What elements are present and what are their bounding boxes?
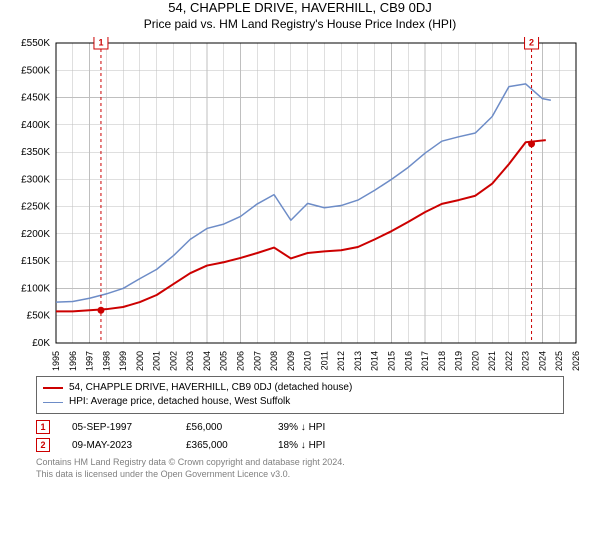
svg-text:£550K: £550K [21,38,50,49]
svg-text:£400K: £400K [21,120,50,131]
marker-date: 05-SEP-1997 [72,422,164,433]
marker-row: 1 05-SEP-1997 £56,000 39% ↓ HPI [36,420,564,434]
data-credit: Contains HM Land Registry data © Crown c… [36,456,564,480]
svg-text:£350K: £350K [21,147,50,158]
svg-text:£0K: £0K [32,338,50,349]
svg-text:2016: 2016 [403,351,413,371]
credit-line-2: This data is licensed under the Open Gov… [36,468,564,480]
svg-text:1: 1 [98,38,103,48]
svg-text:2015: 2015 [386,351,396,371]
svg-text:2023: 2023 [521,351,531,371]
svg-text:2005: 2005 [219,351,229,371]
svg-text:1999: 1999 [118,351,128,371]
marker-price: £56,000 [186,422,256,433]
svg-text:£100K: £100K [21,283,50,294]
marker-pct: 18% ↓ HPI [278,440,325,451]
svg-text:1995: 1995 [51,351,61,371]
legend-row: HPI: Average price, detached house, West… [43,395,557,409]
svg-text:2017: 2017 [420,351,430,371]
legend-swatch [43,402,63,403]
svg-text:2000: 2000 [135,351,145,371]
svg-text:2025: 2025 [554,351,564,371]
chart-area: £0K £50K £100K £150K £200K £250K £300K £350K £40… [12,37,588,372]
svg-text:£50K: £50K [27,311,51,322]
marker-price: £365,000 [186,440,256,451]
legend: 54, CHAPPLE DRIVE, HAVERHILL, CB9 0DJ (d… [36,376,564,414]
svg-text:2: 2 [529,38,534,48]
legend-row: 54, CHAPPLE DRIVE, HAVERHILL, CB9 0DJ (d… [43,381,557,395]
svg-text:2009: 2009 [286,351,296,371]
svg-text:2004: 2004 [202,351,212,371]
svg-text:£250K: £250K [21,202,50,213]
marker-badge: 2 [36,438,50,452]
svg-text:2007: 2007 [252,351,262,371]
svg-text:2001: 2001 [152,351,162,371]
svg-text:2019: 2019 [454,351,464,371]
svg-text:2013: 2013 [353,351,363,371]
svg-text:2006: 2006 [236,351,246,371]
credit-line-1: Contains HM Land Registry data © Crown c… [36,456,564,468]
marker-date: 09-MAY-2023 [72,440,164,451]
svg-text:2014: 2014 [370,351,380,371]
svg-text:2020: 2020 [470,351,480,371]
svg-text:2024: 2024 [537,351,547,371]
legend-label: HPI: Average price, detached house, West… [69,395,290,409]
page-title: 54, CHAPPLE DRIVE, HAVERHILL, CB9 0DJ [0,0,600,15]
svg-text:1998: 1998 [101,351,111,371]
svg-text:£150K: £150K [21,256,50,267]
svg-text:2022: 2022 [504,351,514,371]
svg-text:2026: 2026 [571,351,581,371]
svg-text:1997: 1997 [85,351,95,371]
svg-text:£450K: £450K [21,93,50,104]
svg-text:2012: 2012 [336,351,346,371]
svg-text:2008: 2008 [269,351,279,371]
svg-text:1996: 1996 [68,351,78,371]
svg-text:2018: 2018 [437,351,447,371]
svg-text:£200K: £200K [21,229,50,240]
price-chart: £0K £50K £100K £150K £200K £250K £300K £350K £40… [12,37,588,372]
marker-badge: 1 [36,420,50,434]
svg-text:£300K: £300K [21,174,50,185]
marker-row: 2 09-MAY-2023 £365,000 18% ↓ HPI [36,438,564,452]
svg-text:2011: 2011 [319,351,329,370]
marker-table: 1 05-SEP-1997 £56,000 39% ↓ HPI 2 09-MAY-2023… [36,420,564,452]
legend-label: 54, CHAPPLE DRIVE, HAVERHILL, CB9 0DJ (d… [69,381,352,395]
svg-text:£500K: £500K [21,65,50,76]
svg-text:2002: 2002 [168,351,178,371]
svg-text:2021: 2021 [487,351,497,371]
page-subtitle: Price paid vs. HM Land Registry's House … [0,17,600,31]
legend-swatch [43,387,63,389]
svg-text:2003: 2003 [185,351,195,371]
svg-text:2010: 2010 [303,351,313,371]
marker-pct: 39% ↓ HPI [278,422,325,433]
